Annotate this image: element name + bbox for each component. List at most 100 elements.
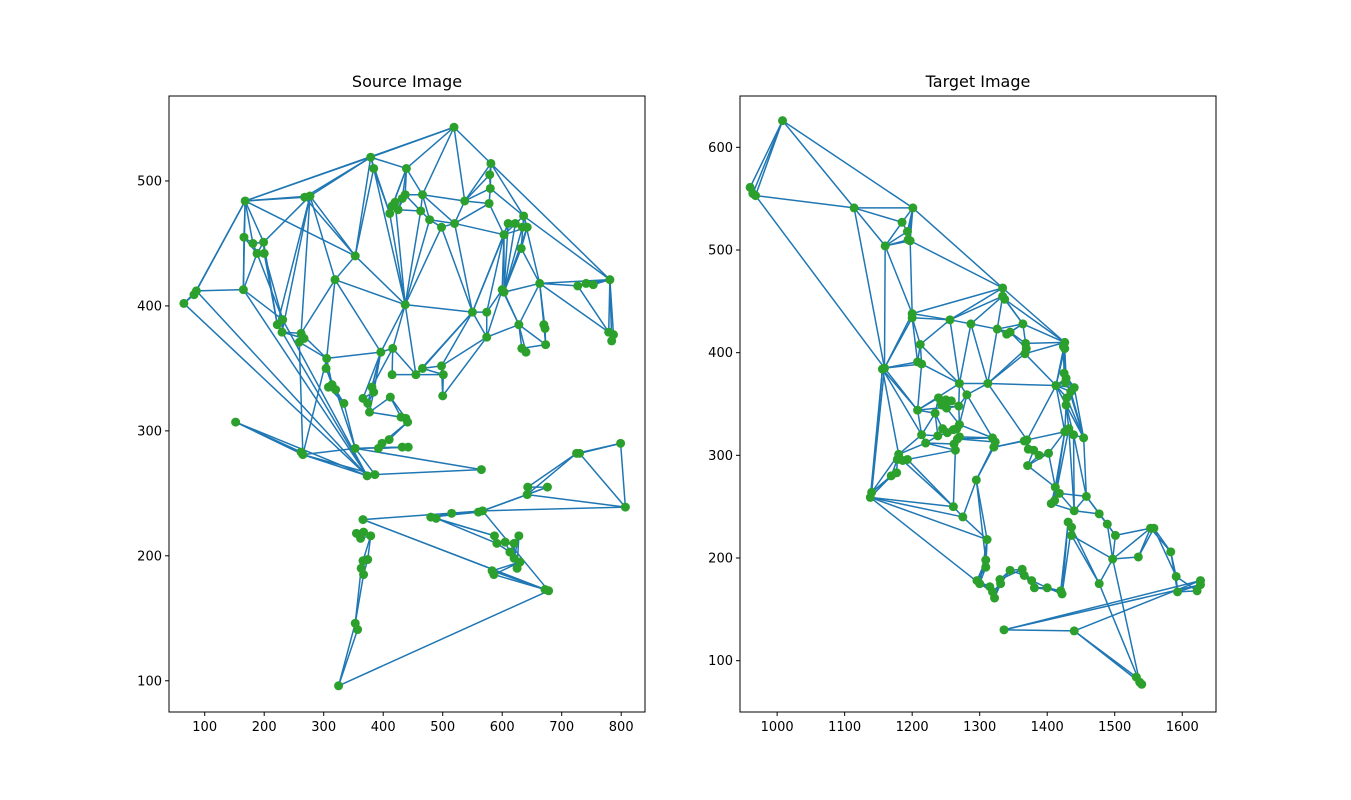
target-point [902,227,912,237]
source-edge [488,202,505,236]
target-edge [1059,521,1069,592]
source-point [509,538,519,548]
target-point [966,319,976,329]
source-point [438,370,448,380]
source-point [519,211,529,221]
source-point [294,337,304,347]
target-edge [911,317,922,346]
target-point [1108,554,1118,564]
source-point [438,391,448,401]
target-point [1173,587,1183,597]
source-edge [300,195,311,335]
source-point [350,443,360,453]
target-point [1020,349,1030,359]
source-point [476,465,486,475]
target-edge [993,440,1025,448]
source-edge [371,351,382,388]
source-point [365,407,375,417]
target-edge [949,319,961,385]
source-edge [391,303,406,350]
target-edge [869,496,988,541]
target-point [913,405,923,415]
target-edge [1137,527,1155,558]
source-point [179,298,189,308]
target-x-tick-label: 1200 [896,720,929,735]
target-edge [970,323,989,385]
source-point [363,555,373,565]
source-point [359,570,369,580]
target-edge [781,119,855,209]
target-point [1069,430,1079,440]
source-point [437,222,447,232]
target-x-tick-label: 1000 [761,720,794,735]
source-point [485,170,495,180]
target-edge [869,496,955,508]
source-point [607,336,617,346]
target-edge [884,221,903,247]
target-point [1149,523,1159,533]
source-edge [490,162,611,281]
source-edge [440,226,474,313]
target-edge [975,479,987,561]
source-edge [195,288,245,292]
target-edge [869,496,981,585]
source-point [588,280,598,290]
target-edge [958,323,972,385]
source-edge [302,447,356,456]
target-image-panel: 1000 1100 1200 1300 1400 1500 1600 100 200 300 40… [708,72,1217,735]
target-y-tick-label: 400 [708,346,733,361]
source-point [400,190,410,200]
source-edge [325,351,382,360]
source-points [179,122,630,691]
source-edge [405,126,455,170]
target-point [946,396,956,406]
target-point [958,512,968,522]
source-point [323,382,333,392]
source-x-axis: 100 200 300 400 500 600 700 800 [192,712,634,735]
source-point [522,222,532,232]
source-edge [453,222,505,236]
target-x-tick-label: 1400 [1031,720,1064,735]
source-point [358,515,368,525]
source-x-tick-label: 700 [549,720,574,735]
source-edge [538,278,611,285]
target-edge [949,287,1004,321]
source-edge [302,453,376,476]
target-edge [1106,523,1114,560]
source-point [366,531,376,541]
source-point [259,237,269,247]
source-edge [538,282,610,333]
target-point [1054,488,1064,498]
source-edge [334,278,382,353]
target-point [917,430,927,440]
target-point [905,236,915,246]
source-point [231,417,241,427]
source-point [339,398,349,408]
target-point [915,339,925,349]
target-point [1019,436,1029,446]
target-edge [924,442,957,451]
source-x-tick-label: 500 [430,720,455,735]
source-point [259,248,269,258]
source-edge [281,331,368,477]
source-edge [309,195,336,281]
target-edge [1001,287,1066,344]
source-point [370,470,380,480]
target-edge [1026,384,1057,441]
target-edge [897,442,927,456]
target-edge [1111,558,1141,683]
source-y-tick-label: 300 [137,424,162,439]
source-point [238,285,248,295]
target-point [990,593,1000,603]
target-x-tick-label: 1300 [963,720,996,735]
target-edge [1170,551,1179,593]
source-point [401,163,411,173]
target-y-tick-label: 500 [708,244,733,259]
target-point [1051,381,1061,391]
target-edge [958,423,994,439]
source-edge [453,202,490,225]
source-edge [520,215,525,250]
source-point [437,361,447,371]
source-point [473,507,483,517]
target-point [1060,344,1070,354]
